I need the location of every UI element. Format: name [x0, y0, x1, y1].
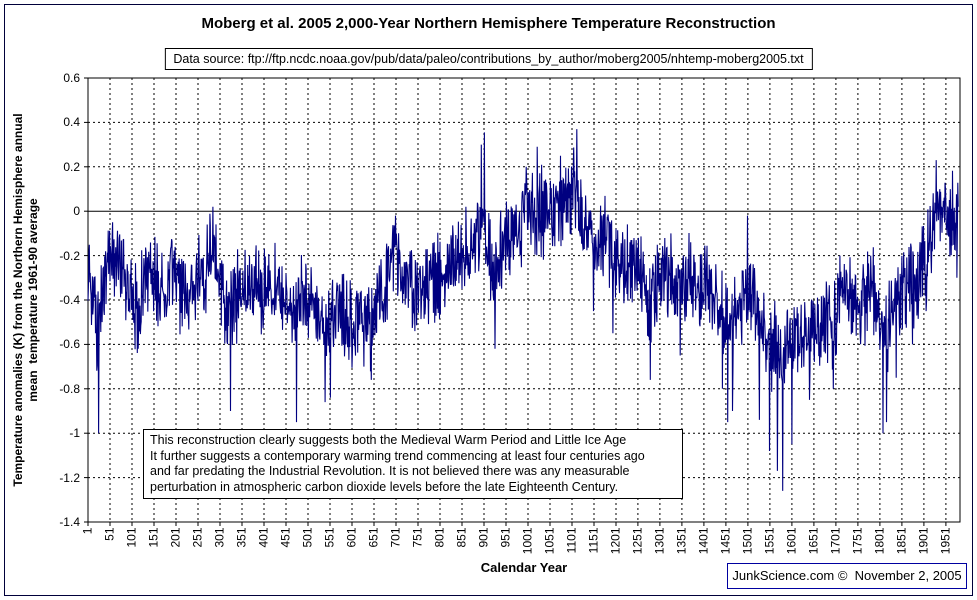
y-tick-label: -0.8 — [59, 381, 80, 396]
annotation-line: This reconstruction clearly suggests bot… — [150, 433, 627, 447]
annotation-line: It further suggests a contemporary warmi… — [150, 448, 645, 463]
credit-box: JunkScience.com © November 2, 2005 — [727, 563, 967, 589]
y-tick-label: 0 — [73, 204, 80, 219]
annotation-line: and far predating the Industrial Revolut… — [150, 464, 630, 478]
temperature-series-line — [87, 129, 959, 491]
y-axis-title-line1: Temperature anomalies (K) from the North… — [11, 113, 25, 487]
y-tick-label: -1 — [69, 426, 80, 441]
y-axis-title: Temperature anomalies (K) from the North… — [11, 60, 41, 540]
image-border — [4, 4, 973, 596]
annotation-box: This reconstruction clearly suggests bot… — [143, 429, 683, 499]
chart-title: Moberg et al. 2005 2,000-Year Northern H… — [201, 15, 776, 32]
y-tick-label: -0.4 — [59, 293, 80, 307]
y-tick-label: 0.2 — [63, 159, 80, 174]
y-tick-label: 0.6 — [63, 71, 80, 85]
y-tick-label: -1.2 — [59, 470, 80, 485]
y-tick-label: 0.4 — [63, 115, 80, 130]
y-tick-label: -0.2 — [59, 248, 80, 263]
annotation-line: perturbation in atmospheric carbon dioxi… — [150, 479, 619, 494]
y-tick-label: -1.4 — [59, 515, 80, 529]
data-source-box: Data source: ftp://ftp.ncdc.noaa.gov/pub… — [164, 48, 813, 70]
y-tick-label: -0.6 — [59, 337, 80, 352]
x-axis-title: Calendar Year — [480, 560, 568, 575]
